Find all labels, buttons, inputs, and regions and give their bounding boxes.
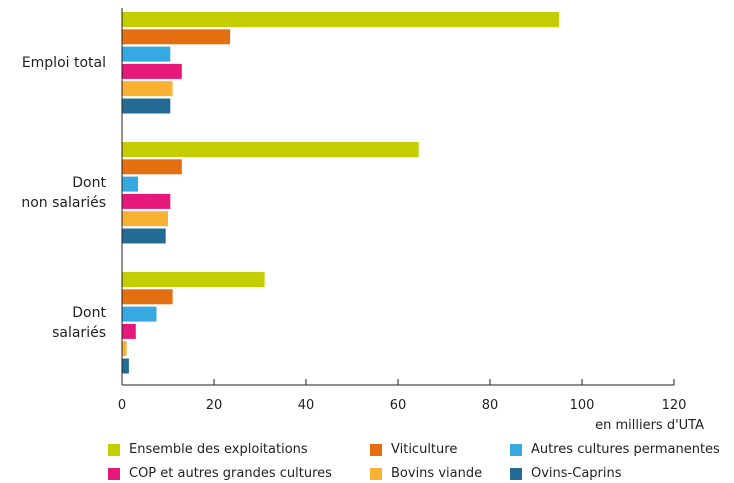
legend-label: Autres cultures permanentes (531, 442, 720, 457)
x-tick-label: 20 (206, 398, 223, 413)
bar-3-1 (122, 272, 265, 287)
legend-swatch (108, 443, 120, 456)
category-label: Dont salariés (52, 304, 106, 341)
bar-2-3 (122, 176, 139, 192)
bar-1-5 (122, 81, 173, 97)
legend-swatch (510, 443, 522, 456)
bar-3-5 (122, 341, 127, 357)
legend-item: Bovins viande (370, 466, 482, 481)
category-label: Emploi total (21, 54, 106, 71)
x-tick-label: 0 (118, 398, 126, 413)
x-tick-label: 120 (662, 398, 687, 413)
legend-item: Autres cultures permanentes (510, 442, 720, 457)
legend-item: Ovins-Caprins (510, 466, 622, 481)
legend: Ensemble des exploitations Viticulture Aut… (0, 438, 734, 483)
x-tick-label: 40 (298, 398, 315, 413)
x-tick-label: 60 (390, 398, 407, 413)
legend-item: Ensemble des exploitations (108, 442, 308, 457)
bar-3-3 (122, 306, 157, 322)
legend-label: Ovins-Caprins (531, 466, 622, 481)
legend-label: Ensemble des exploitations (129, 442, 308, 457)
legend-item: Viticulture (370, 442, 457, 457)
legend-swatch (370, 467, 382, 480)
bar-2-5 (122, 211, 168, 227)
legend-swatch (370, 443, 382, 456)
bar-2-2 (122, 159, 182, 175)
bar-3-4 (122, 323, 136, 339)
legend-swatch (108, 467, 120, 480)
bar-3-6 (122, 358, 129, 374)
bar-2-4 (122, 193, 171, 209)
legend-label: Viticulture (391, 442, 458, 457)
bar-1-2 (122, 29, 231, 45)
bar-1-4 (122, 63, 182, 79)
bar-2-6 (122, 228, 166, 244)
legend-label: COP et autres grandes cultures (129, 466, 332, 481)
x-tick-label: 80 (482, 398, 499, 413)
bar-2-1 (122, 142, 419, 157)
legend-swatch (510, 467, 522, 480)
bar-chart: 0 20 40 60 80 100 120 en milliers d'UTA (118, 8, 704, 433)
x-axis-label: en milliers d'UTA (595, 418, 704, 433)
bar-1-6 (122, 98, 171, 114)
bar-1-3 (122, 46, 171, 62)
bar-1-1 (122, 12, 559, 27)
legend-item: COP et autres grandes cultures (108, 466, 332, 481)
bars-group (122, 12, 559, 374)
x-axis-ticks: 0 20 40 60 80 100 120 (118, 379, 687, 413)
bar-3-2 (122, 289, 173, 305)
legend-label: Bovins viande (391, 466, 483, 481)
category-label: Dont non salariés (21, 174, 106, 211)
x-tick-label: 100 (570, 398, 595, 413)
